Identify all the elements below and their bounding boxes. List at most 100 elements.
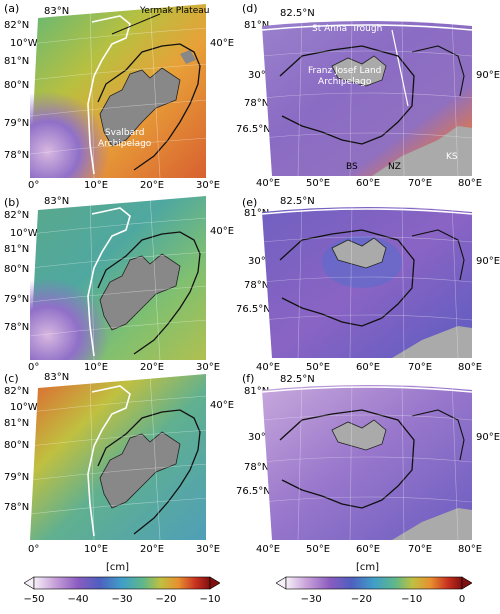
lat-label-79n: 79°N [4, 294, 30, 305]
lon-label-30e: 30°E [196, 362, 221, 373]
lat-label-82-5n: 82.5°N [280, 196, 315, 207]
colorbar-tick-label: −40 [67, 594, 89, 605]
lat-label-81n: 81°N [4, 56, 30, 67]
panel-letter-d: (d) [242, 2, 258, 15]
panel-letter-f: (f) [242, 372, 255, 385]
lat-label-80n: 80°N [4, 80, 30, 91]
lon-label-60e: 60°E [356, 362, 381, 373]
map-panel-b [30, 196, 208, 360]
lon-label-10e: 10°E [84, 180, 109, 191]
lon-label-80e: 80°E [458, 544, 483, 555]
lat-label-79n: 79°N [4, 472, 30, 483]
annotation-ks: KS [446, 152, 458, 162]
annotation-st-anna: St Anna [312, 24, 348, 34]
colorbar-tick-label: −30 [111, 594, 133, 605]
colorbar-tick-label: −50 [23, 594, 45, 605]
colorbar-right-unit: [cm] [356, 562, 380, 573]
colorbar-left [24, 576, 220, 590]
colorbar-tick-label: −20 [155, 594, 177, 605]
lon-label-50e: 50°E [306, 178, 331, 189]
annotation-svalbard: Svalbard Archipelago [98, 128, 152, 149]
map-panel-a [30, 4, 208, 178]
lon-label-10e: 10°E [84, 544, 109, 555]
annotation-bs: BS [346, 162, 358, 172]
panel-letter-c: (c) [4, 372, 19, 385]
lon-label-0: 0° [28, 544, 40, 555]
lat-label-82n: 82°N [4, 20, 30, 31]
lon-label-90e: 90°E [476, 70, 500, 81]
lon-label-40e: 40°E [256, 362, 281, 373]
lon-label-50e: 50°E [306, 362, 331, 373]
lon-label-30e: 30°E [196, 180, 221, 191]
annotation-trough: Trough [352, 24, 383, 34]
lon-label-40e: 40°E [256, 178, 281, 189]
lon-label-60e: 60°E [356, 544, 381, 555]
annotation-yermak-plateau: Yermak Plateau [140, 6, 210, 16]
lon-label-30e: 30°E [248, 432, 273, 443]
lat-label-76-5n: 76.5°N [236, 124, 271, 135]
lat-label-78n: 78°N [244, 98, 270, 109]
lon-label-10e: 10°E [84, 362, 109, 373]
lon-label-20e: 20°E [140, 180, 165, 191]
lat-label-81n: 81°N [4, 418, 30, 429]
lon-label-60e: 60°E [356, 178, 381, 189]
lon-label-0: 0° [28, 362, 40, 373]
map-panel-e [262, 202, 472, 358]
lat-label-78n: 78°N [4, 502, 30, 513]
colorbar-left-unit: [cm] [106, 562, 130, 573]
colorbar-right [276, 576, 472, 590]
lon-label-40e: 40°E [210, 400, 235, 411]
colorbar-tick-label: −20 [350, 594, 372, 605]
lon-label-80e: 80°E [458, 362, 483, 373]
colorbar-tick-label: 0 [458, 594, 466, 605]
lon-label-40e: 40°E [210, 38, 235, 49]
lat-label-83n: 83°N [44, 372, 70, 383]
annotation-nz: NZ [388, 162, 401, 172]
panel-letter-a: (a) [4, 2, 20, 15]
map-panel-d [262, 16, 472, 176]
map-panel-f [262, 380, 472, 540]
panel-letter-e: (e) [242, 196, 258, 209]
lon-label-30e: 30°E [196, 544, 221, 555]
map-panel-c [30, 374, 208, 540]
colorbar-tick-label: −30 [300, 594, 322, 605]
lat-label-80n: 80°N [4, 440, 30, 451]
lon-label-20e: 20°E [140, 362, 165, 373]
lon-label-20e: 20°E [140, 544, 165, 555]
lat-label-78n: 78°N [4, 322, 30, 333]
lon-label-10w: 10°W [10, 228, 38, 239]
lon-label-40e: 40°E [210, 226, 235, 237]
lon-label-70e: 70°E [408, 544, 433, 555]
lat-label-78n: 78°N [244, 280, 270, 291]
lat-label-81n: 81°N [244, 208, 270, 219]
lon-label-30e: 30°E [248, 70, 273, 81]
lat-label-82n: 82°N [4, 386, 30, 397]
lon-label-50e: 50°E [306, 544, 331, 555]
lon-label-90e: 90°E [476, 256, 500, 267]
colorbar-tick-label: −10 [199, 594, 221, 605]
lon-label-70e: 70°E [408, 362, 433, 373]
lat-label-81n: 81°N [4, 244, 30, 255]
lat-label-76-5n: 76.5°N [236, 486, 271, 497]
lat-label-82-5n: 82.5°N [280, 374, 315, 385]
lat-label-78n: 78°N [244, 462, 270, 473]
lat-label-79n: 79°N [4, 118, 30, 129]
lat-label-80n: 80°N [4, 264, 30, 275]
lon-label-80e: 80°E [458, 178, 483, 189]
lon-label-70e: 70°E [408, 178, 433, 189]
lon-label-10w: 10°W [10, 402, 38, 413]
lat-label-82n: 82°N [4, 210, 30, 221]
lat-label-76-5n: 76.5°N [236, 304, 271, 315]
lat-label-81n: 81°N [244, 386, 270, 397]
panel-letter-b: (b) [4, 196, 20, 209]
annotation-franz-josef-land: Franz Josef Land Archipelago [308, 66, 382, 87]
lon-label-10w: 10°W [10, 38, 38, 49]
lon-label-0: 0° [28, 180, 40, 191]
lat-label-81n: 81°N [244, 20, 270, 31]
lon-label-30e: 30°E [248, 256, 273, 267]
lon-label-90e: 90°E [476, 432, 500, 443]
lat-label-82-5n: 82.5°N [280, 8, 315, 19]
colorbar-tick-label: −10 [401, 594, 423, 605]
lat-label-78n: 78°N [4, 150, 30, 161]
lon-label-40e: 40°E [256, 544, 281, 555]
